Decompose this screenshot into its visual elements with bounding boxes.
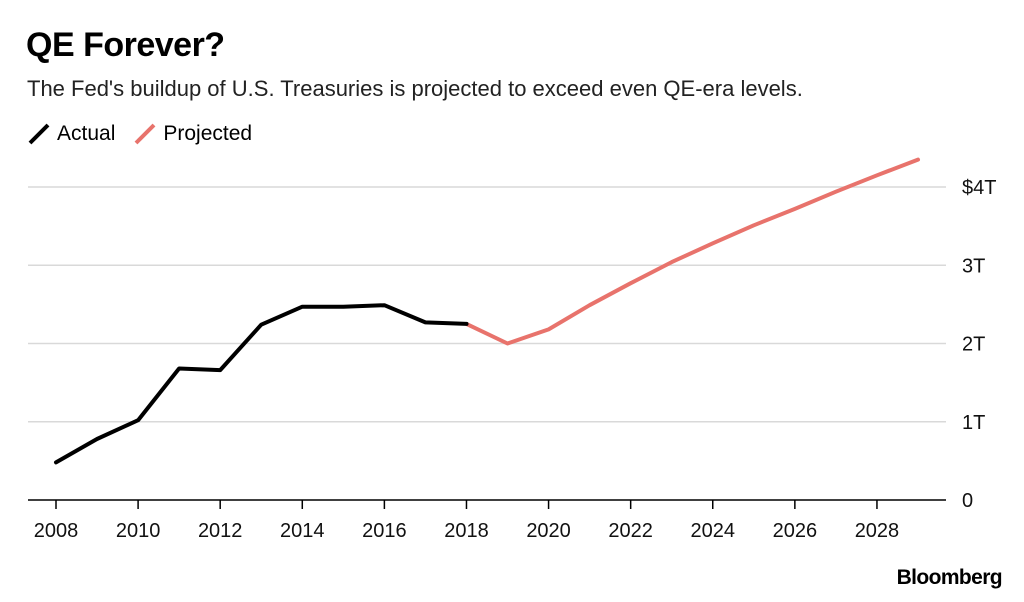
bloomberg-logo: Bloomberg [896,566,1003,589]
x-tick-label: 2020 [526,520,571,542]
x-tick-label: 2022 [608,520,653,542]
legend-swatch-actual [28,123,50,145]
legend: Actual Projected [27,122,270,146]
legend-label-actual: Actual [57,122,116,145]
y-tick-label: 0 [962,490,973,512]
x-tick-label: 2016 [362,520,407,542]
series-lines [54,157,920,465]
legend-item-projected: Projected [133,122,252,146]
gridlines [28,186,946,423]
x-tick-label: 2026 [773,520,818,542]
y-tick-label: $4T [962,177,996,199]
series-line-projected [464,157,920,346]
legend-swatch-projected [134,123,156,145]
chart-subtitle: The Fed's buildup of U.S. Treasuries is … [27,76,803,101]
chart-title: QE Forever? [26,26,225,64]
y-axis: 0 1T 2T 3T $4T [962,177,996,512]
x-tick-label: 2028 [855,520,900,542]
x-axis: 2008 2010 2012 2014 2016 2018 2020 2022 2024 2026… [28,499,946,542]
x-tick-label: 2014 [280,520,325,542]
x-tick-label: 2018 [444,520,489,542]
x-tick-label: 2024 [691,520,736,542]
y-tick-label: 3T [962,255,985,277]
x-tick-label: 2012 [198,520,243,542]
legend-item-actual: Actual [27,122,115,146]
series-line-actual [54,303,469,465]
legend-label-projected: Projected [163,122,253,145]
x-tick-label: 2010 [116,520,161,542]
y-tick-label: 1T [962,412,985,434]
x-tick-label: 2008 [34,520,79,542]
y-tick-label: 2T [962,334,985,356]
